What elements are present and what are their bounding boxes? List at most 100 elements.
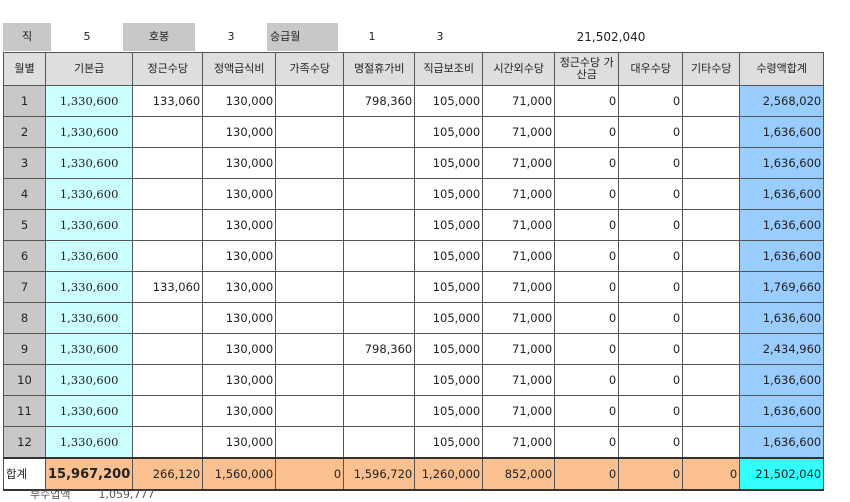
table-cell[interactable]: 0 (554, 333, 620, 365)
table-cell[interactable] (275, 85, 345, 117)
table-cell[interactable] (132, 426, 204, 459)
table-cell[interactable] (343, 116, 416, 148)
table-cell[interactable] (343, 426, 416, 459)
table-cell[interactable]: 105,000 (414, 209, 484, 241)
table-cell[interactable]: 130,000 (202, 364, 277, 396)
table-cell[interactable]: 105,000 (414, 364, 484, 396)
table-cell[interactable]: 105,000 (414, 147, 484, 179)
table-cell[interactable] (343, 271, 416, 303)
table-cell[interactable]: 105,000 (414, 116, 484, 148)
table-cell[interactable] (275, 240, 345, 272)
totals-cell[interactable]: 266,120 (132, 457, 204, 491)
table-cell[interactable]: 0 (618, 395, 684, 427)
table-cell[interactable] (343, 364, 416, 396)
table-cell[interactable] (132, 240, 204, 272)
totals-cell[interactable]: 0 (682, 457, 741, 491)
table-cell[interactable]: 71,000 (482, 364, 556, 396)
table-cell[interactable]: 1,769,660 (739, 271, 825, 303)
table-cell[interactable]: 105,000 (414, 85, 484, 117)
table-cell[interactable] (275, 364, 345, 396)
totals-cell[interactable]: 0 (275, 457, 345, 491)
table-cell[interactable] (682, 333, 741, 365)
table-cell[interactable]: 0 (554, 85, 620, 117)
table-cell[interactable]: 105,000 (414, 333, 484, 365)
table-cell[interactable]: 1,330,600 (44, 116, 134, 148)
table-cell[interactable] (682, 395, 741, 427)
table-cell[interactable]: 71,000 (482, 302, 556, 334)
table-cell[interactable]: 1,330,600 (44, 147, 134, 179)
promo-value-1[interactable]: 1 (368, 30, 376, 43)
table-cell[interactable] (343, 302, 416, 334)
totals-cell[interactable]: 0 (554, 457, 620, 491)
table-cell[interactable] (343, 147, 416, 179)
table-cell[interactable]: 105,000 (414, 271, 484, 303)
table-cell[interactable] (682, 209, 741, 241)
table-cell[interactable] (275, 426, 345, 459)
table-cell[interactable]: 1,330,600 (44, 85, 134, 117)
table-cell[interactable]: 0 (554, 209, 620, 241)
table-cell[interactable] (275, 147, 345, 179)
table-cell[interactable]: 71,000 (482, 178, 556, 210)
table-cell[interactable]: 0 (554, 147, 620, 179)
table-cell[interactable]: 0 (618, 426, 684, 459)
table-cell[interactable]: 798,360 (343, 85, 416, 117)
totals-cell[interactable]: 1,596,720 (343, 457, 416, 491)
table-cell[interactable]: 1,330,600 (44, 364, 134, 396)
table-cell[interactable] (275, 333, 345, 365)
table-cell[interactable] (132, 364, 204, 396)
table-cell[interactable]: 0 (618, 209, 684, 241)
table-cell[interactable]: 0 (618, 364, 684, 396)
totals-cell[interactable]: 1,560,000 (202, 457, 277, 491)
table-cell[interactable] (132, 395, 204, 427)
table-cell[interactable]: 105,000 (414, 178, 484, 210)
table-cell[interactable] (343, 209, 416, 241)
table-cell[interactable] (682, 240, 741, 272)
table-cell[interactable]: 130,000 (202, 209, 277, 241)
table-cell[interactable] (275, 395, 345, 427)
table-cell[interactable]: 1,636,600 (739, 178, 825, 210)
table-cell[interactable] (682, 116, 741, 148)
table-cell[interactable] (682, 302, 741, 334)
table-cell[interactable]: 105,000 (414, 426, 484, 459)
table-cell[interactable]: 0 (554, 271, 620, 303)
table-cell[interactable]: 71,000 (482, 426, 556, 459)
table-cell[interactable]: 1,330,600 (44, 426, 134, 459)
table-cell[interactable]: 133,060 (132, 271, 204, 303)
table-cell[interactable] (682, 178, 741, 210)
table-cell[interactable] (132, 333, 204, 365)
table-cell[interactable] (275, 178, 345, 210)
rank-value[interactable]: 5 (83, 30, 91, 43)
totals-cell[interactable]: 15,967,200 (44, 457, 134, 491)
totals-cell[interactable]: 1,260,000 (414, 457, 484, 491)
table-cell[interactable]: 1,330,600 (44, 209, 134, 241)
table-cell[interactable]: 0 (618, 85, 684, 117)
table-cell[interactable]: 133,060 (132, 85, 204, 117)
table-cell[interactable]: 130,000 (202, 147, 277, 179)
table-cell[interactable]: 1,330,600 (44, 178, 134, 210)
table-cell[interactable]: 1,330,600 (44, 271, 134, 303)
table-cell[interactable]: 130,000 (202, 271, 277, 303)
table-cell[interactable]: 2,568,020 (739, 85, 825, 117)
table-cell[interactable]: 798,360 (343, 333, 416, 365)
table-cell[interactable]: 130,000 (202, 426, 277, 459)
table-cell[interactable]: 130,000 (202, 178, 277, 210)
table-cell[interactable] (682, 271, 741, 303)
table-cell[interactable]: 71,000 (482, 116, 556, 148)
table-cell[interactable] (132, 178, 204, 210)
table-cell[interactable]: 0 (554, 240, 620, 272)
table-cell[interactable]: 130,000 (202, 395, 277, 427)
table-cell[interactable]: 0 (554, 178, 620, 210)
table-cell[interactable] (682, 364, 741, 396)
table-cell[interactable]: 0 (618, 302, 684, 334)
table-cell[interactable]: 1,636,600 (739, 426, 825, 459)
table-cell[interactable]: 71,000 (482, 240, 556, 272)
table-cell[interactable]: 1,330,600 (44, 240, 134, 272)
table-cell[interactable]: 105,000 (414, 395, 484, 427)
table-cell[interactable]: 0 (618, 147, 684, 179)
table-cell[interactable]: 130,000 (202, 85, 277, 117)
table-cell[interactable]: 130,000 (202, 240, 277, 272)
table-cell[interactable]: 0 (554, 426, 620, 459)
table-cell[interactable]: 1,330,600 (44, 302, 134, 334)
table-cell[interactable]: 130,000 (202, 302, 277, 334)
promo-value-2[interactable]: 3 (436, 30, 444, 43)
